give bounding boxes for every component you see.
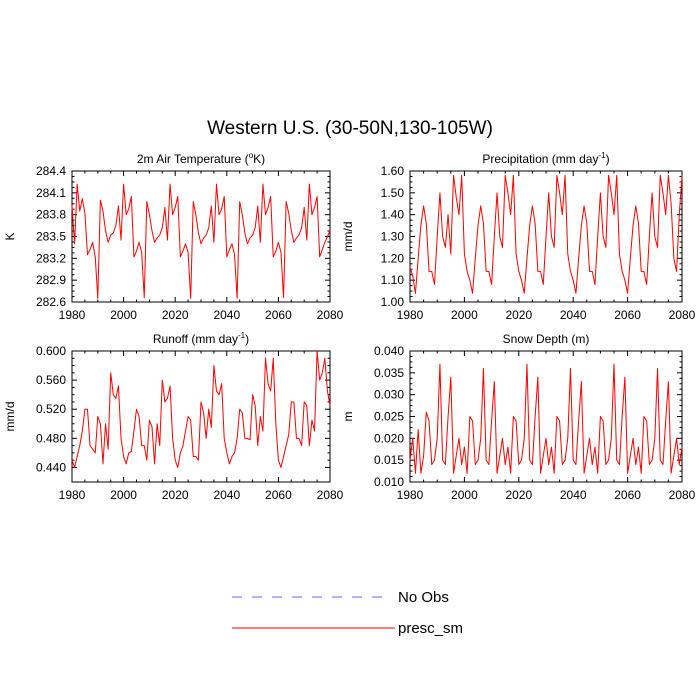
x-tick-label: 2020 [162, 488, 189, 502]
y-tick-label: 1.30 [381, 230, 405, 244]
y-tick-label: 282.9 [36, 273, 66, 287]
x-tick-label: 1980 [59, 488, 86, 502]
panel-title-main: Snow Depth (m) [503, 332, 590, 346]
x-tick-label: 2080 [669, 488, 696, 502]
y-tick-label: 0.030 [374, 388, 404, 402]
panel-title-sup: -1 [238, 331, 246, 340]
y-tick-label: 1.40 [381, 208, 405, 222]
x-tick-label: 1980 [397, 488, 424, 502]
figure-title: Western U.S. (30-50N,130-105W) [207, 118, 493, 139]
y-tick-label: 0.480 [36, 431, 66, 445]
legend-presc-sm-label: presc_sm [398, 620, 463, 637]
x-tick-label: 2000 [110, 308, 137, 322]
panel-title-main: Runoff (mm day [153, 332, 238, 346]
y-axis-label: mm/d [3, 402, 17, 432]
x-tick-label: 2060 [614, 488, 641, 502]
y-tick-label: 284.4 [36, 164, 66, 178]
panel-title-sup: -1 [598, 151, 606, 160]
x-tick-label: 2040 [560, 308, 587, 322]
x-tick-label: 2020 [505, 308, 532, 322]
chart-panel-4: Snow Depth (m) m 1980 2000 2020 2040 2060 2080 0… [341, 332, 696, 502]
legend-no-obs-label: No Obs [398, 589, 449, 606]
x-tick-label: 2040 [213, 308, 240, 322]
x-tick-label: 2000 [451, 488, 478, 502]
y-tick-label: 0.010 [374, 475, 404, 489]
chart-panels: 2m Air Temperature (oK) K 1980 2000 2020 2040… [3, 151, 696, 502]
y-tick-label: 1.20 [381, 251, 405, 265]
y-axis-label: mm/d [341, 222, 355, 252]
plot-frame [71, 350, 331, 483]
y-tick-label: 1.00 [381, 295, 405, 309]
panel-title: Runoff (mm day-1) [153, 331, 249, 346]
series-line-presc-sm [71, 183, 331, 299]
y-tick-label: 284.1 [36, 186, 66, 200]
legend: No Obs presc_sm [232, 589, 463, 637]
y-tick-label: 0.035 [374, 366, 404, 380]
x-tick-label: 1980 [59, 308, 86, 322]
x-tick-label: 2060 [265, 308, 292, 322]
y-tick-label: 1.50 [381, 186, 405, 200]
y-tick-label: 0.015 [374, 453, 404, 467]
x-tick-label: 2060 [265, 488, 292, 502]
series-line-presc-sm [409, 363, 683, 474]
y-tick-label: 0.560 [36, 373, 66, 387]
y-tick-label: 282.6 [36, 295, 66, 309]
x-tick-label: 2040 [213, 488, 240, 502]
y-tick-label: 283.5 [36, 230, 66, 244]
panel-title: 2m Air Temperature (oK) [137, 151, 265, 166]
panel-title-main: 2m Air Temperature ( [137, 152, 249, 166]
panel-title: Precipitation (mm day-1) [482, 151, 609, 166]
series-line-presc-sm [409, 174, 683, 294]
x-tick-label: 2020 [162, 308, 189, 322]
y-axis-label: K [3, 232, 17, 240]
plot-frame [409, 350, 683, 483]
y-axis-label: m [341, 412, 355, 422]
chart-panel-3: Runoff (mm day-1) mm/d 1980 2000 2020 2040 206… [3, 331, 344, 502]
panel-title-end: ) [245, 332, 249, 346]
y-tick-label: 283.2 [36, 251, 66, 265]
series-line-presc-sm [71, 350, 331, 468]
y-tick-label: 1.60 [381, 164, 405, 178]
x-tick-label: 1980 [397, 308, 424, 322]
x-tick-label: 2020 [505, 488, 532, 502]
chart-panel-2: Precipitation (mm day-1) mm/d 1980 2000 2020… [341, 151, 696, 322]
x-tick-label: 2040 [560, 488, 587, 502]
x-tick-label: 2060 [614, 308, 641, 322]
y-tick-label: 283.8 [36, 208, 66, 222]
panel-title-end: ) [606, 152, 610, 166]
x-tick-label: 2080 [317, 488, 344, 502]
panel-title-main: Precipitation (mm day [482, 152, 598, 166]
y-tick-label: 0.600 [36, 344, 66, 358]
y-tick-label: 0.520 [36, 402, 66, 416]
y-tick-label: 0.040 [374, 344, 404, 358]
x-tick-label: 2000 [110, 488, 137, 502]
y-tick-label: 0.020 [374, 431, 404, 445]
y-tick-label: 1.10 [381, 273, 405, 287]
panel-title-end: K) [253, 152, 265, 166]
panel-title: Snow Depth (m) [503, 332, 590, 346]
x-tick-label: 2080 [317, 308, 344, 322]
x-tick-label: 2000 [451, 308, 478, 322]
y-tick-label: 0.440 [36, 460, 66, 474]
chart-panel-1: 2m Air Temperature (oK) K 1980 2000 2020 2040… [3, 151, 344, 322]
x-tick-label: 2080 [669, 308, 696, 322]
y-tick-label: 0.025 [374, 410, 404, 424]
panel-title-sup: o [249, 151, 254, 160]
